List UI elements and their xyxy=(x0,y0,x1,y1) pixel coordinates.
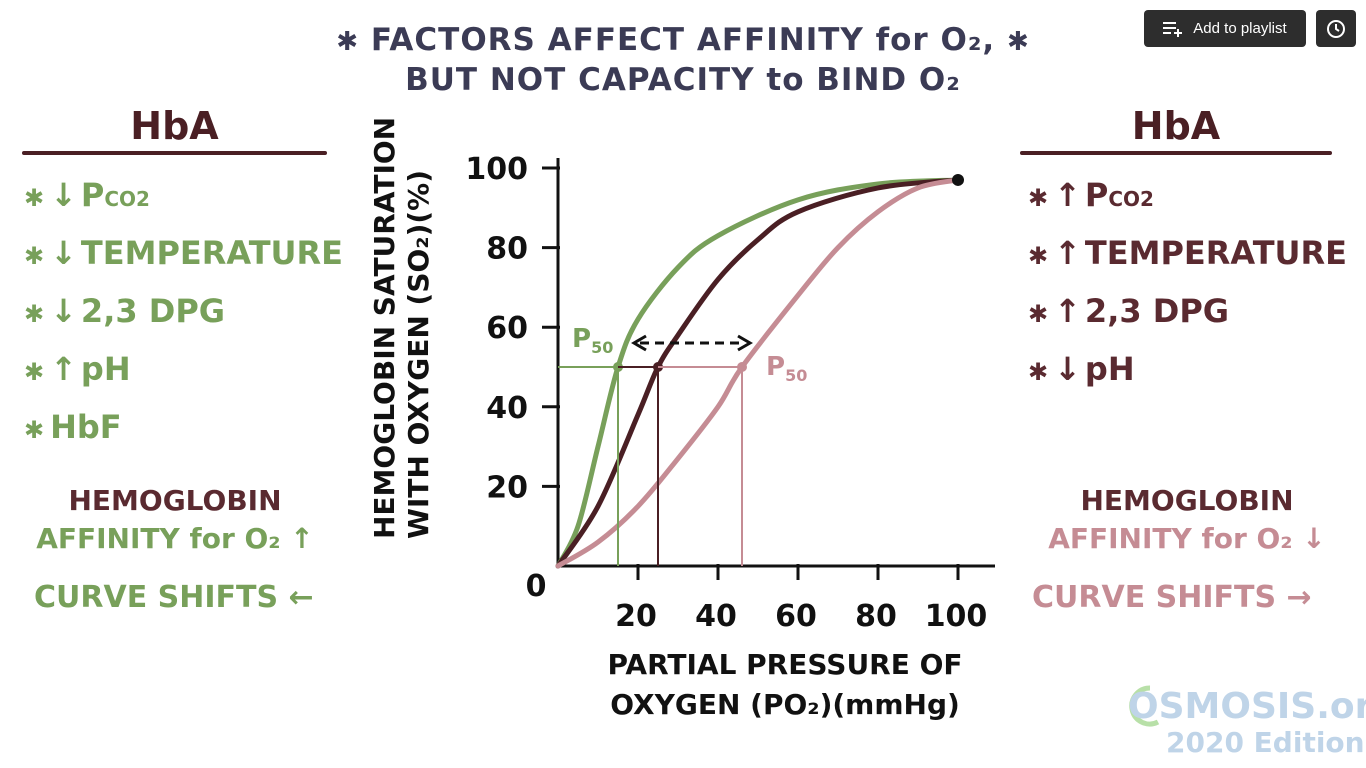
factor-text: P xyxy=(80,176,105,214)
slide-title-line2: BUT NOT CAPACITY to BIND O₂ xyxy=(405,62,961,98)
asterisk-icon: ✱ xyxy=(1028,184,1049,212)
arrow-down-icon: ↓ xyxy=(1054,350,1081,388)
p50-label-right: P50 xyxy=(766,352,808,386)
y-tick-label: 20 xyxy=(486,470,528,505)
curve-end-point xyxy=(952,173,964,186)
asterisk-icon: ✱ xyxy=(24,416,45,444)
left-note-line1: HEMOGLOBIN xyxy=(68,484,282,517)
x-tick-label: 20 xyxy=(615,599,657,634)
factor-subscript: CO2 xyxy=(1108,187,1154,211)
right-heading: HbA xyxy=(1131,104,1221,148)
title-text-1: FACTORS AFFECT AFFINITY for O₂, xyxy=(370,22,996,58)
left-factor-item: ✱ ↓ 2,3 DPG xyxy=(24,292,225,330)
left-factor-item: ✱ ↓ TEMPERATURE xyxy=(24,234,343,272)
arrow-down-icon: ↓ xyxy=(50,292,77,330)
factor-text: P xyxy=(1084,176,1109,214)
factor-text: 2,3 DPG xyxy=(80,292,226,330)
left-divider xyxy=(22,151,327,155)
factor-text: 2,3 DPG xyxy=(1084,292,1230,330)
left-factor-item: ✱ HbF xyxy=(24,408,122,446)
right-curve-shift: CURVE SHIFTS → xyxy=(1032,580,1312,615)
x-tick-label: 80 xyxy=(855,599,897,634)
y-tick-label: 40 xyxy=(486,391,528,426)
arrow-right-icon xyxy=(737,334,753,352)
factor-text: HbF xyxy=(50,408,122,446)
factor-text: pH xyxy=(1084,350,1135,388)
right-note-line1: HEMOGLOBIN xyxy=(1080,484,1294,517)
right-factor-item: ✱ ↓ pH xyxy=(1028,350,1135,388)
x-tick-label: 60 xyxy=(775,599,817,634)
arrow-down-icon: ↓ xyxy=(50,234,77,272)
osmosis-ring-icon xyxy=(1129,685,1160,727)
left-note-line2: AFFINITY for O₂ ↑ xyxy=(36,522,314,555)
arrow-up-icon: ↑ xyxy=(50,350,77,388)
asterisk-icon: ✱ xyxy=(24,242,45,270)
clock-icon xyxy=(1327,19,1345,38)
osmosis-logo: OSMOSIS.org xyxy=(1128,686,1366,727)
left-curve-shift: CURVE SHIFTS ← xyxy=(34,580,314,615)
y-tick-label: 100 xyxy=(465,152,528,187)
asterisk-icon: ✱ xyxy=(24,300,45,328)
asterisk-icon: ✱ xyxy=(24,358,45,386)
left-factor-item: ✱ ↑ pH xyxy=(24,350,131,388)
y-tick-label: 60 xyxy=(486,311,528,346)
factor-text: pH xyxy=(80,350,131,388)
p50-label-left: P50 xyxy=(572,324,614,358)
right-factor-item: ✱ ↑ 2,3 DPG xyxy=(1028,292,1229,330)
x-tick-label: 100 xyxy=(925,599,988,634)
arrow-down-icon: ↓ xyxy=(50,176,77,214)
left-factor-item: ✱ ↓ P CO2 xyxy=(24,176,150,214)
asterisk-icon: ✱ xyxy=(1028,358,1049,386)
edition-label: 2020 Edition xyxy=(1166,726,1365,759)
right-factor-item: ✱ ↑ TEMPERATURE xyxy=(1028,234,1347,272)
normal-curve xyxy=(555,177,961,569)
factor-text: TEMPERATURE xyxy=(1084,234,1347,272)
y-tick-label: 80 xyxy=(486,232,528,267)
arrow-up-icon: ↑ xyxy=(1054,176,1081,214)
asterisk-icon: ✱ xyxy=(24,184,45,212)
x-axis-title-line1: PARTIAL PRESSURE OF xyxy=(607,648,963,681)
x-tick-label: 40 xyxy=(695,599,737,634)
right-factor-item: ✱ ↑ P CO2 xyxy=(1028,176,1154,214)
factor-text: TEMPERATURE xyxy=(80,234,343,272)
add-to-playlist-button[interactable]: Add to playlist xyxy=(1144,10,1306,47)
x-axis-title-line2: OXYGEN (PO₂)(mmHg) xyxy=(610,688,960,721)
slide-title-line1: ✱ FACTORS AFFECT AFFINITY for O₂, ✱ xyxy=(336,22,1030,58)
right-divider xyxy=(1020,151,1332,155)
asterisk-icon: ✱ xyxy=(1028,300,1049,328)
watch-later-button[interactable] xyxy=(1316,10,1356,47)
left-shifted-curve xyxy=(555,177,961,569)
y-tick-label: 0 xyxy=(526,569,547,604)
playlist-add-icon xyxy=(1163,21,1183,37)
left-heading: HbA xyxy=(130,104,219,148)
asterisk-icon: ✱ xyxy=(1028,242,1049,270)
add-to-playlist-label: Add to playlist xyxy=(1193,20,1287,37)
arrow-up-icon: ↑ xyxy=(1054,292,1081,330)
right-note-line2: AFFINITY for O₂ ↓ xyxy=(1048,522,1326,555)
factor-subscript: CO2 xyxy=(104,187,150,211)
arrow-up-icon: ↑ xyxy=(1054,234,1081,272)
p50-point xyxy=(737,362,747,372)
arrow-left-icon xyxy=(631,334,647,352)
